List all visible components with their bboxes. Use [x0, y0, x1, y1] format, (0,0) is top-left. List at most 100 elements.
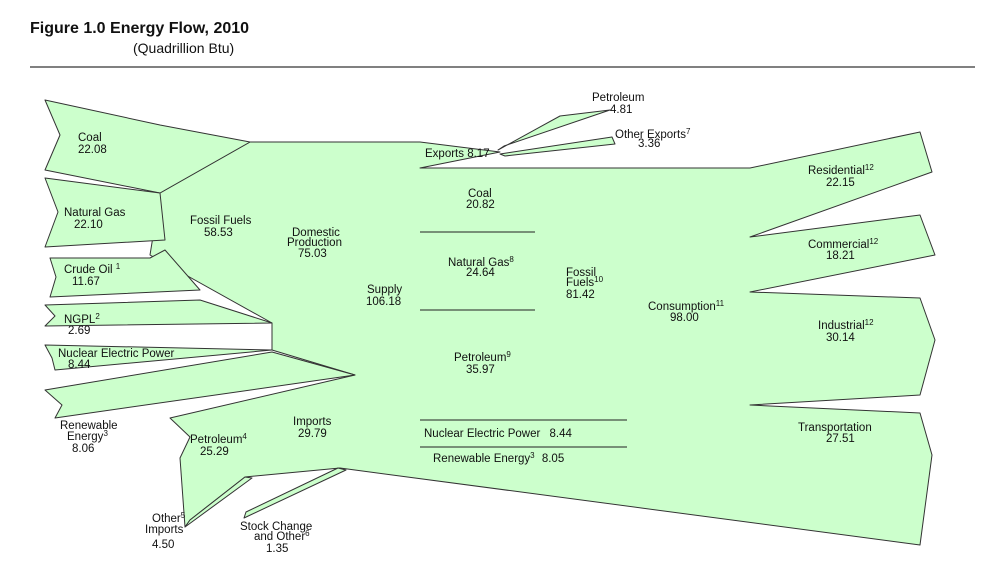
- node-label: Other: [152, 513, 181, 525]
- node-label: Exports: [425, 148, 464, 160]
- node-label: Natural Gas8: [448, 255, 514, 269]
- note: 7: [686, 127, 691, 136]
- node-value: 11.67: [72, 276, 100, 288]
- node-label: Petroleum: [592, 92, 644, 104]
- node-label: Nuclear Electric Power: [424, 428, 540, 440]
- node-label: Exports 8.17: [425, 148, 490, 160]
- note: 1: [116, 262, 121, 271]
- node-label: Petroleum: [190, 434, 242, 446]
- node-value: 4.50: [152, 539, 174, 551]
- node-value: 24.64: [466, 267, 495, 279]
- node-value: 3.36: [638, 138, 660, 150]
- node-label: Coal: [78, 132, 102, 144]
- node-value: 30.14: [826, 332, 855, 344]
- node-label: Industrial: [818, 320, 865, 332]
- node-value: 22.10: [74, 219, 103, 231]
- node-label: and Other: [254, 531, 305, 543]
- node-label: Residential12: [808, 163, 874, 177]
- node-label: Imports: [293, 416, 332, 428]
- flow-nuclear: [44, 344, 273, 371]
- node-value: 8.06: [72, 443, 94, 455]
- flow-other-imports: [184, 476, 253, 528]
- node-value: 8.44: [550, 428, 573, 440]
- node-label: Stock Change: [240, 521, 312, 533]
- node-label: NGPL: [64, 314, 96, 326]
- node-value: 22.08: [78, 144, 107, 156]
- node-label: Renewable: [60, 420, 118, 432]
- node-value: 18.21: [826, 250, 855, 262]
- node-value: 8.17: [467, 148, 489, 160]
- flow-crude-oil: [49, 249, 201, 298]
- node-label: Fuels10: [566, 275, 604, 289]
- note: 3: [530, 451, 535, 460]
- flow-other-exports: [499, 136, 616, 157]
- node-value: 20.82: [466, 199, 495, 211]
- note: 12: [869, 237, 878, 246]
- node-label: Natural Gas: [448, 257, 510, 269]
- node-label: Energy3: [67, 429, 108, 443]
- node-value: 35.97: [466, 364, 495, 376]
- node-label: Petroleum9: [454, 350, 511, 364]
- node-value: 8.05: [542, 453, 564, 465]
- note: 12: [865, 163, 874, 172]
- node-label: Petroleum: [454, 352, 506, 364]
- node-label: Coal: [468, 188, 492, 200]
- node-label: Supply: [367, 284, 402, 296]
- node-value: 22.15: [826, 177, 855, 189]
- note: 10: [594, 275, 603, 284]
- node-label: Petroleum4: [190, 432, 247, 446]
- node-label: Consumption11: [648, 299, 725, 313]
- flow-body: [149, 131, 936, 546]
- node-label: Other Exports: [615, 129, 686, 141]
- node-value: 4.81: [610, 104, 632, 116]
- node-value: 98.00: [670, 312, 699, 324]
- node-label: Energy: [67, 431, 104, 443]
- node-label: Fossil: [566, 267, 596, 279]
- node-label: Renewable Energy: [433, 453, 530, 465]
- note: 2: [95, 312, 100, 321]
- flow-stock-change: [243, 467, 347, 519]
- node-value: 29.79: [298, 428, 327, 440]
- node-label: Other Exports7: [615, 127, 691, 141]
- node-label: Natural Gas: [64, 207, 126, 219]
- node-value: 106.18: [366, 296, 401, 308]
- node-label: Imports: [145, 524, 184, 536]
- labels: Coal 22.08 Natural Gas 22.10 Crude Oil 1…: [58, 92, 879, 555]
- note: 3: [103, 429, 108, 438]
- note: 11: [716, 299, 725, 308]
- node-label: Domestic: [292, 227, 340, 239]
- node-value: 81.42: [566, 289, 595, 301]
- node-label: Nuclear Electric Power: [58, 348, 174, 360]
- node-label: Residential: [808, 165, 865, 177]
- note: 6: [305, 529, 310, 538]
- flow-natural-gas: [44, 177, 166, 248]
- node-value: 75.03: [298, 248, 327, 260]
- title: Figure 1.0 Energy Flow, 2010: [30, 20, 249, 37]
- node-label: Fossil Fuels: [190, 215, 252, 227]
- node-label: Nuclear Electric Power 8.44: [424, 428, 573, 440]
- node-label: Other5: [152, 511, 186, 525]
- node-value: 58.53: [204, 227, 233, 239]
- node-value: 8.44: [68, 359, 91, 371]
- node-label: Crude Oil: [64, 264, 113, 276]
- node-label: Transportation: [798, 422, 872, 434]
- note: 12: [865, 318, 874, 327]
- note: 4: [242, 432, 247, 441]
- subtitle: (Quadrillion Btu): [133, 40, 234, 56]
- flow-export-petroleum: [497, 109, 611, 151]
- node-value: 2.69: [68, 325, 90, 337]
- node-label: Consumption: [648, 301, 716, 313]
- node-label: Industrial12: [818, 318, 874, 332]
- node-label: Fuels: [566, 277, 594, 289]
- note: 5: [181, 511, 186, 520]
- node-label: Crude Oil 1: [64, 262, 121, 276]
- node-label: Commercial12: [808, 237, 879, 251]
- node-value: 25.29: [200, 446, 229, 458]
- node-label: and Other6: [254, 529, 310, 543]
- note: 9: [506, 350, 511, 359]
- flow-ngpl: [44, 299, 273, 327]
- node-label: Renewable Energy3 8.05: [433, 449, 564, 465]
- node-label: NGPL2: [64, 312, 100, 326]
- node-value: 1.35: [266, 543, 288, 555]
